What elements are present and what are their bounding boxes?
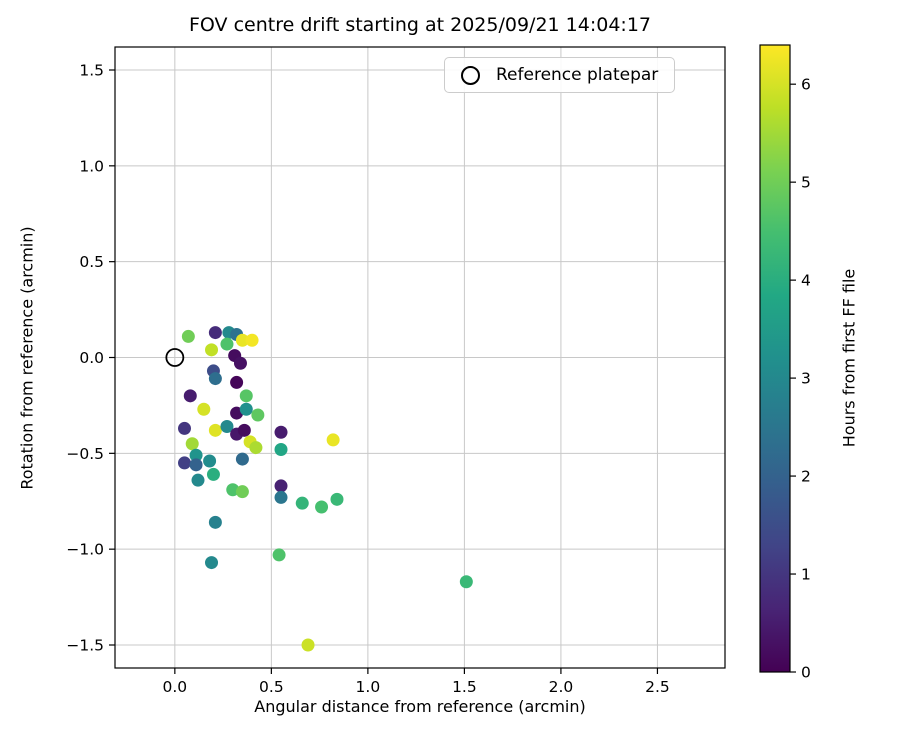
y-tick-label: 0.0: [79, 349, 104, 367]
data-point: [220, 337, 234, 351]
data-point: [235, 485, 249, 499]
data-point: [208, 326, 222, 340]
y-tick-label: −1.0: [66, 541, 104, 559]
colorbar-tick-label: 0: [801, 664, 811, 682]
data-point: [206, 467, 220, 481]
x-tick-label: 2.5: [645, 678, 670, 696]
data-point: [235, 333, 249, 347]
data-point: [239, 402, 253, 416]
data-point: [220, 420, 234, 433]
data-point: [295, 496, 309, 510]
colorbar-tick-label: 3: [801, 370, 811, 388]
data-point: [274, 479, 288, 493]
data-point: [205, 556, 219, 570]
x-axis-label: Angular distance from reference (arcmin): [254, 697, 586, 716]
data-point: [326, 433, 340, 447]
x-tick-label: 1.0: [356, 678, 381, 696]
x-tick-label: 1.5: [452, 678, 477, 696]
data-point: [274, 425, 288, 439]
y-axis-ticks: −1.5 −1.0 −0.5 0.0 0.5 1.0 1.5: [66, 62, 115, 655]
data-point: [226, 483, 240, 497]
scatter-points: [177, 326, 473, 652]
data-point: [239, 389, 253, 403]
data-point: [177, 421, 191, 435]
x-tick-label: 2.0: [549, 678, 574, 696]
data-point: [177, 456, 191, 470]
reference-platepar-marker: [165, 348, 185, 367]
data-point: [330, 492, 344, 506]
colorbar: [759, 44, 791, 673]
data-point: [183, 389, 197, 403]
colorbar-tick-label: 1: [801, 566, 811, 584]
data-point: [189, 448, 203, 462]
y-tick-label: 0.5: [79, 253, 104, 271]
data-point: [230, 375, 244, 389]
data-point: [459, 575, 473, 589]
y-axis-label: Rotation from reference (arcmin): [17, 226, 37, 490]
data-point: [205, 343, 219, 357]
data-point: [301, 638, 315, 652]
data-point: [237, 423, 251, 437]
data-point: [185, 437, 199, 451]
data-point: [208, 372, 222, 386]
data-point: [274, 443, 288, 456]
data-point: [181, 329, 195, 343]
data-point: [249, 441, 263, 455]
legend: Reference platepar: [444, 57, 676, 93]
y-tick-label: −1.5: [66, 637, 104, 655]
y-tick-label: −0.5: [66, 445, 104, 463]
chart-title: FOV centre drift starting at 2025/09/21 …: [188, 14, 652, 36]
colorbar-tick-label: 2: [801, 468, 811, 486]
x-tick-label: 0.5: [259, 678, 284, 696]
data-point: [245, 333, 259, 347]
grid: [115, 47, 725, 668]
legend-label: Reference platepar: [496, 65, 659, 85]
data-point: [191, 473, 205, 487]
colorbar-label: Hours from first FF file: [839, 268, 859, 448]
x-axis-ticks: 0.0 0.5 1.0 1.5 2.0 2.5: [163, 668, 670, 696]
data-point: [203, 454, 217, 468]
data-point: [208, 423, 222, 437]
data-point: [197, 402, 211, 416]
data-point: [315, 500, 329, 514]
colorbar-tick-label: 4: [801, 272, 811, 290]
data-point: [189, 458, 203, 472]
data-point: [233, 356, 247, 370]
colorbar-tick-label: 5: [801, 174, 811, 192]
reference-platepar-icon: [461, 65, 480, 85]
y-tick-label: 1.5: [79, 62, 104, 80]
y-tick-label: 1.0: [79, 157, 104, 175]
data-point: [235, 452, 249, 466]
data-point: [251, 408, 265, 422]
data-point: [208, 515, 222, 529]
data-point: [272, 548, 286, 562]
colorbar-ticks: 0 1 2 3 4 5 6: [790, 76, 811, 682]
colorbar-tick-label: 6: [801, 76, 811, 94]
data-point: [274, 490, 288, 504]
x-tick-label: 0.0: [163, 678, 188, 696]
